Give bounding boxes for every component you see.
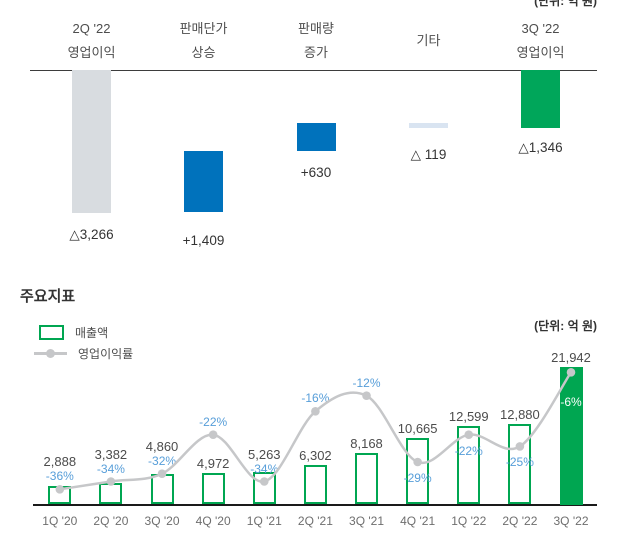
waterfall-zero-line [30,69,597,71]
waterfall-bar-4 [521,69,560,129]
waterfall-bar-2 [296,123,336,151]
waterfall-bar-3 [409,123,448,129]
waterfall-chart: (단위: 억 원) 2Q '22 영업이익 △3,266 판매단가 상승 +1,409… [0,0,624,260]
waterfall-bar-1 [184,150,223,213]
waterfall-bar-0 [72,69,111,213]
waterfall-value-4: △1,346 [518,140,563,156]
waterfall-column-header-4: 3Q '22 영업이익 [516,21,565,60]
waterfall-value-3: △ 119 [410,147,447,163]
waterfall-column-header-3: 기타 [416,33,441,48]
margin-legend-label: 영업이익률 [78,347,134,361]
waterfall-column-header-0: 2Q '22 영업이익 [67,21,116,60]
legend-revenue: 매출액 [39,324,108,341]
revenue-legend-label: 매출액 [75,326,109,340]
waterfall-unit-label: (단위: 억 원) [534,0,597,8]
x-axis-line [33,504,597,506]
waterfall-bars-layer: 2Q '22 영업이익 △3,266 판매단가 상승 +1,409 판매량 증가 +630… [0,0,624,260]
waterfall-value-1: +1,409 [182,232,225,248]
waterfall-value-2: +630 [300,164,332,180]
waterfall-column-header-2: 판매량 증가 [298,21,334,60]
key-metrics-unit-label: (단위: 억 원) [534,319,597,333]
legend-margin: 영업이익률 [34,345,133,362]
waterfall-value-0: △3,266 [69,226,114,242]
key-metrics-chart: 주요지표 매출액 영업이익률 (단위: 억 원) [0,260,624,545]
waterfall-column-header-1: 판매단가 상승 [179,21,228,60]
section-title: 주요지표 [20,288,76,305]
margin-legend-swatch [34,349,67,359]
revenue-legend-swatch [39,325,64,340]
